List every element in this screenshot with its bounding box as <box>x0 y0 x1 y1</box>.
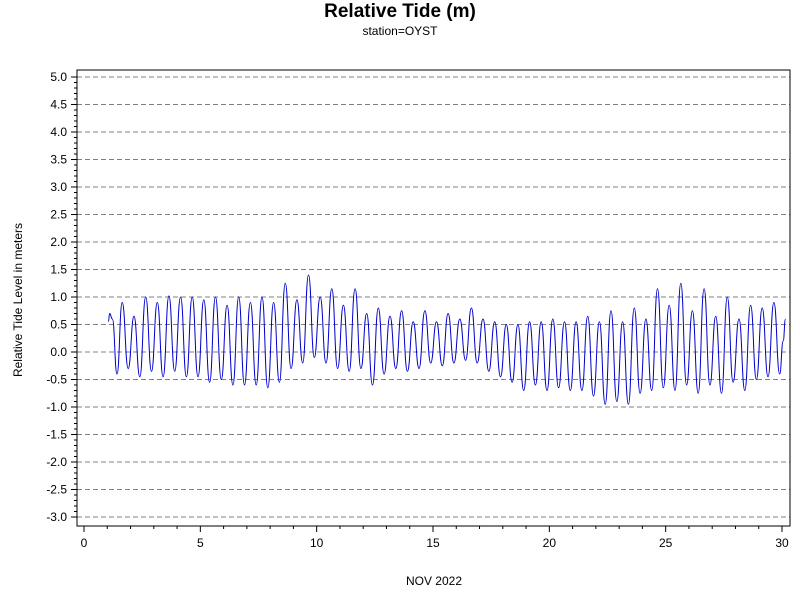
y-tick-label: 0.5 <box>50 318 67 332</box>
y-tick-label: -2.0 <box>46 455 67 469</box>
x-tick-label: 10 <box>310 536 324 550</box>
chart-title: Relative Tide (m) <box>324 1 476 22</box>
x-tick-label: 20 <box>543 536 557 550</box>
plot-frame <box>76 69 791 527</box>
x-tick-label: 30 <box>775 536 789 550</box>
y-tick-label: -1.0 <box>46 400 67 414</box>
x-tick-label: 5 <box>197 536 204 550</box>
y-tick-label: 0.0 <box>50 345 67 359</box>
y-tick-label: -0.5 <box>46 373 67 387</box>
y-tick-label: 5.0 <box>50 70 67 84</box>
y-tick-label: -2.5 <box>46 483 67 497</box>
y-tick-label: -3.0 <box>46 510 67 524</box>
y-tick-label: 1.0 <box>50 290 67 304</box>
x-axis-label: NOV 2022 <box>405 574 463 588</box>
y-tick-label: -1.5 <box>46 428 67 442</box>
tide-series-line <box>107 274 786 405</box>
x-tick-label: 0 <box>81 536 88 550</box>
y-axis-label: Relative Tide Level in meters <box>11 222 25 378</box>
y-tick-label: 3.0 <box>50 180 67 194</box>
y-tick-label: 4.0 <box>50 125 67 139</box>
y-tick-label: 3.5 <box>50 153 67 167</box>
x-tick-label: 15 <box>426 536 440 550</box>
chart-subtitle: station=OYST <box>362 24 438 38</box>
y-tick-label: 2.0 <box>50 235 67 249</box>
y-tick-label: 1.5 <box>50 263 67 277</box>
y-tick-label: 2.5 <box>50 208 67 222</box>
x-tick-label: 25 <box>659 536 673 550</box>
y-tick-label: 4.5 <box>50 98 67 112</box>
